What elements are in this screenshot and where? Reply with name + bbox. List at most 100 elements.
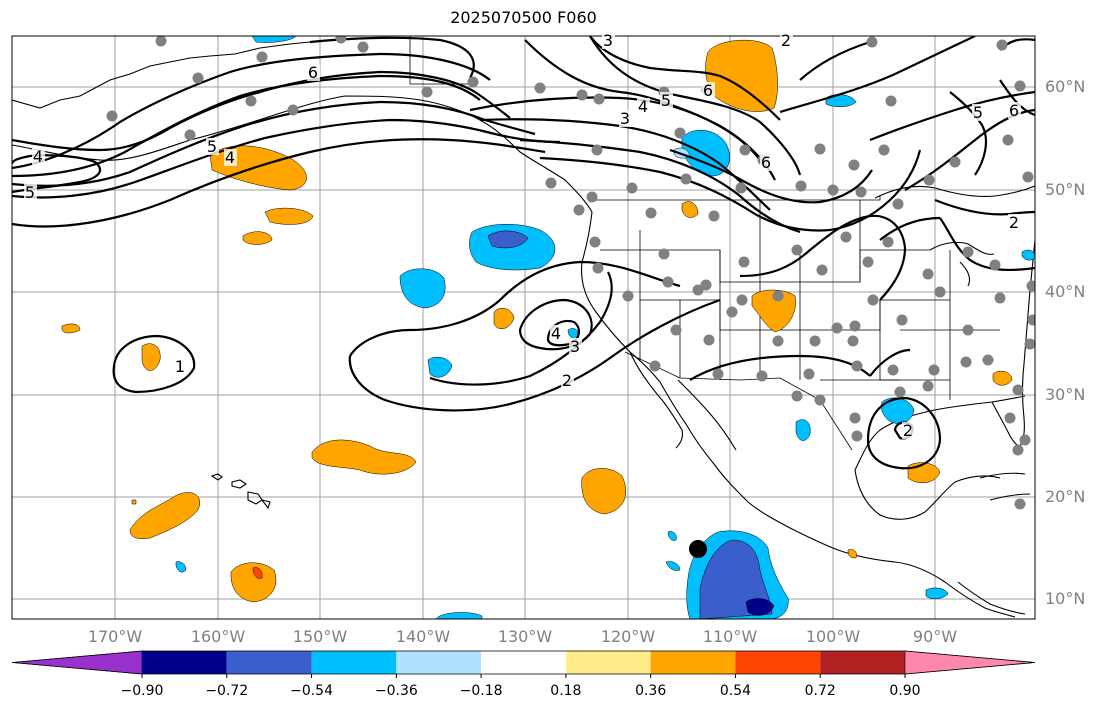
station-dot [1002, 134, 1014, 146]
contour-label-background [561, 372, 574, 389]
colorbar-tick-label: 0.36 [635, 683, 667, 699]
contour-label: 2 [1009, 213, 1019, 232]
contour-label-background [1008, 214, 1021, 231]
contour-label: 5 [973, 103, 983, 122]
contour-label: 2 [562, 371, 572, 390]
station-dot [1014, 80, 1026, 92]
contour-label: 2 [903, 421, 913, 440]
contour-label-background [619, 110, 632, 127]
station-dot [256, 51, 268, 63]
station-dot [658, 248, 670, 260]
contour-label: 4 [638, 97, 648, 116]
station-dot [982, 354, 994, 366]
station-dot [894, 386, 906, 398]
station-dot [795, 180, 807, 192]
station-dot [184, 129, 196, 141]
colorbar-segment [650, 651, 736, 674]
contour-label-background [569, 338, 582, 355]
station-dot [809, 335, 821, 347]
contour-label: 6 [703, 81, 713, 100]
station-dot [814, 394, 826, 406]
contour-label: 1 [175, 357, 185, 376]
station-dot [593, 93, 605, 105]
colorbar-extend-min [11, 650, 143, 675]
station-dot [106, 110, 118, 122]
contour-label-background [224, 149, 237, 166]
contour-label: 3 [620, 109, 630, 128]
contour-lines [12, 36, 1035, 470]
station-dot [736, 294, 748, 306]
colorbar-segment [396, 651, 482, 674]
contour-label-background [307, 64, 320, 81]
colorbar [11, 650, 1036, 678]
station-dot [155, 36, 167, 47]
longitude-label: 100°W [805, 627, 861, 646]
station-dot [573, 204, 585, 216]
station-dot [840, 231, 852, 243]
latitude-label: 10°N [1045, 589, 1086, 608]
station-dot [892, 198, 904, 210]
station-dot [949, 156, 961, 168]
longitude-label: 130°W [497, 627, 553, 646]
contour-label-background [602, 32, 615, 49]
station-dot [791, 244, 803, 256]
colorbar-tick-label: −0.54 [290, 683, 333, 699]
station-dot [772, 335, 784, 347]
station-dot [622, 290, 634, 302]
station-dot [928, 364, 940, 376]
station-dot [851, 430, 863, 442]
latitude-label: 50°N [1045, 180, 1086, 199]
contour-label-background [902, 422, 915, 439]
longitude-label: 170°W [87, 627, 143, 646]
map-title: 2025070500 F060 [450, 8, 597, 27]
station-dot [626, 182, 638, 194]
contour-label-background [32, 148, 45, 165]
contour-label: 6 [761, 153, 771, 172]
station-dot [1024, 338, 1035, 350]
station-dot [962, 324, 974, 336]
station-dot [849, 412, 861, 424]
station-dot [756, 370, 768, 382]
station-dot [357, 41, 369, 53]
station-dot [855, 186, 867, 198]
station-dot [831, 322, 843, 334]
station-dot [591, 144, 603, 156]
station-dot [739, 144, 751, 156]
contour-label: 5 [25, 183, 35, 202]
station-dot [670, 324, 682, 336]
colorbar-tick-label: 0.72 [804, 683, 836, 699]
colorbar-tick-label: 0.90 [889, 683, 921, 699]
colorbar-tick-label: −0.90 [120, 683, 164, 699]
station-dot [1027, 314, 1035, 326]
station-dot [592, 262, 604, 274]
contour-label-background [702, 82, 715, 99]
contour-label: 4 [225, 148, 235, 167]
political-borders [409, 36, 1000, 451]
contour-label: 5 [207, 137, 217, 156]
longitude-label: 120°W [600, 627, 656, 646]
colorbar-segment [565, 651, 651, 674]
colorbar-segment [226, 651, 312, 674]
station-dot [1026, 280, 1035, 292]
contour-label-background [660, 92, 673, 109]
colorbar-tick-label: −0.36 [374, 683, 418, 699]
station-dot [827, 184, 839, 196]
colorbar-tick-label: 0.18 [550, 683, 582, 699]
station-dot [862, 256, 874, 268]
station-dot [586, 191, 598, 203]
contour-label-background [760, 154, 773, 171]
station-dot [649, 360, 661, 372]
station-dot [923, 174, 935, 186]
station-dot [589, 236, 601, 248]
station-dot [960, 356, 972, 368]
station-dot [922, 380, 934, 392]
station-dot [1022, 171, 1034, 183]
station-dot [994, 292, 1006, 304]
station-dot [962, 246, 974, 258]
contour-label: 4 [33, 147, 43, 166]
station-dot [791, 390, 803, 402]
station-dot [803, 368, 815, 380]
colorbar-segment [142, 651, 227, 674]
contour-label-background [780, 32, 793, 49]
longitude-label: 90°W [912, 627, 958, 646]
